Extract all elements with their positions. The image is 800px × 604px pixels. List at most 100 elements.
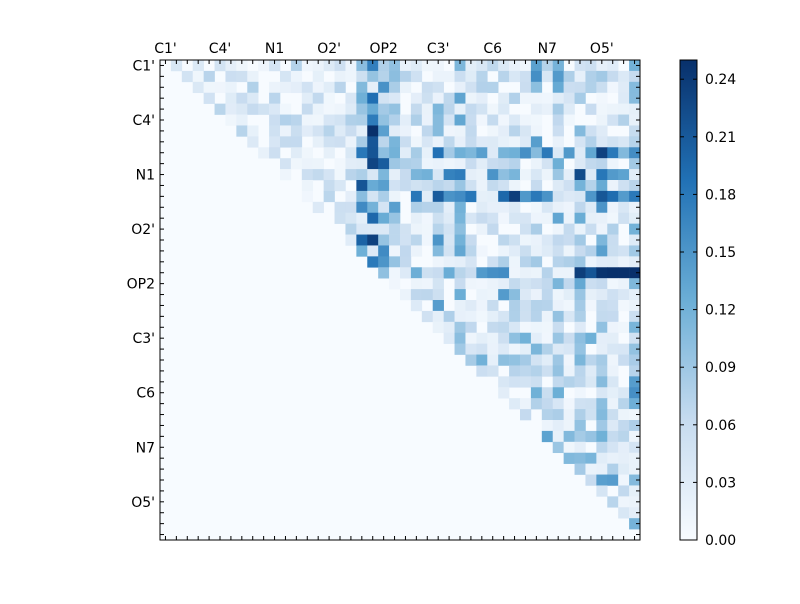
heatmap-cell [541,354,554,366]
y-tick-label: N1 [136,168,155,184]
heatmap-cell [629,212,641,224]
heatmap-cell [476,310,488,323]
heatmap-cell [454,125,466,137]
heatmap-cell [432,300,444,312]
heatmap-cell [498,92,510,104]
heatmap-cell [541,190,554,203]
heatmap-cell [509,147,521,159]
heatmap-cell [618,398,630,410]
heatmap-cell [421,125,434,137]
heatmap-cell [280,136,292,148]
heatmap-cell [443,114,455,126]
heatmap-cell [607,147,619,159]
heatmap-cell [400,147,412,159]
heatmap-cell [487,169,499,181]
heatmap-cell [443,147,455,159]
heatmap-cell [541,365,554,377]
heatmap-cell [585,278,597,290]
heatmap-cell [509,114,521,126]
heatmap-cell [465,136,477,148]
heatmap-cell [563,398,575,410]
heatmap-cell [509,136,521,148]
heatmap-cell [574,147,586,159]
heatmap-cell [465,234,477,246]
heatmap-cell [552,354,564,366]
heatmap-cell [618,354,630,366]
heatmap-cell [618,474,630,486]
heatmap-cell [345,212,357,224]
heatmap-cell [410,60,423,72]
heatmap-cell [596,300,608,312]
heatmap-cell [432,180,444,192]
heatmap-cell [629,147,641,159]
heatmap-cell [596,234,608,246]
heatmap-cell [520,376,532,388]
heatmap-cell [607,289,619,301]
heatmap-cell [498,60,510,72]
heatmap-cell [280,103,292,115]
heatmap-cell [476,103,488,115]
heatmap-cell [410,70,423,83]
heatmap-cell [530,70,543,83]
heatmap-cell [552,223,564,235]
heatmap-cell [552,212,564,224]
heatmap-cell [629,60,641,72]
heatmap-cell [465,81,477,94]
x-tick-label: OP2 [369,41,397,57]
heatmap-cell [629,114,641,126]
heatmap-cell [443,190,455,203]
heatmap-cell [530,158,543,170]
heatmap-cell [498,190,510,203]
heatmap-cell [203,92,215,104]
y-tick-label: N7 [136,440,155,456]
heatmap-cell [312,70,324,83]
heatmap-cell [498,354,510,366]
heatmap-cell [367,158,379,170]
heatmap-cell [520,289,532,301]
heatmap-cell [563,212,575,224]
heatmap-cell [421,234,434,246]
heatmap-cell [367,114,379,126]
heatmap-cell [618,343,630,355]
heatmap-cell [247,125,259,137]
heatmap-cell [541,332,554,344]
heatmap-cell [530,125,543,137]
heatmap-cell [552,278,564,290]
heatmap-cell [345,125,357,137]
heatmap-cell [410,267,423,279]
heatmap-cell [410,169,423,181]
heatmap-cell [476,147,488,159]
heatmap-cell [410,245,423,257]
x-tick-label: N1 [265,41,284,57]
heatmap-cell [552,136,564,148]
heatmap-cell [421,147,434,159]
heatmap-cell [596,289,608,301]
heatmap-cell [607,310,619,323]
heatmap-cell [345,169,357,181]
heatmap-cell [596,452,608,464]
heatmap-cell [596,190,608,203]
heatmap-cell [509,125,521,137]
heatmap-cell [552,180,564,192]
heatmap-cell [367,180,379,192]
heatmap-cell [607,81,619,94]
heatmap-cell [585,158,597,170]
heatmap-cell [607,409,619,421]
heatmap-cell [389,256,401,268]
heatmap-cell [356,245,368,257]
heatmap-cell [454,310,466,323]
heatmap-cell [465,278,477,290]
heatmap-cell [629,321,641,334]
heatmap-cell [421,310,434,323]
heatmap-cell [487,278,499,290]
heatmap-cell [410,136,423,148]
heatmap-cell [214,60,226,72]
heatmap-cell [607,365,619,377]
heatmap-cell [520,245,532,257]
heatmap-cell [585,223,597,235]
heatmap-cell [629,354,641,366]
heatmap-cell [618,92,630,104]
heatmap-cell [367,223,379,235]
heatmap-cell [596,81,608,94]
heatmap-cell [269,92,281,104]
